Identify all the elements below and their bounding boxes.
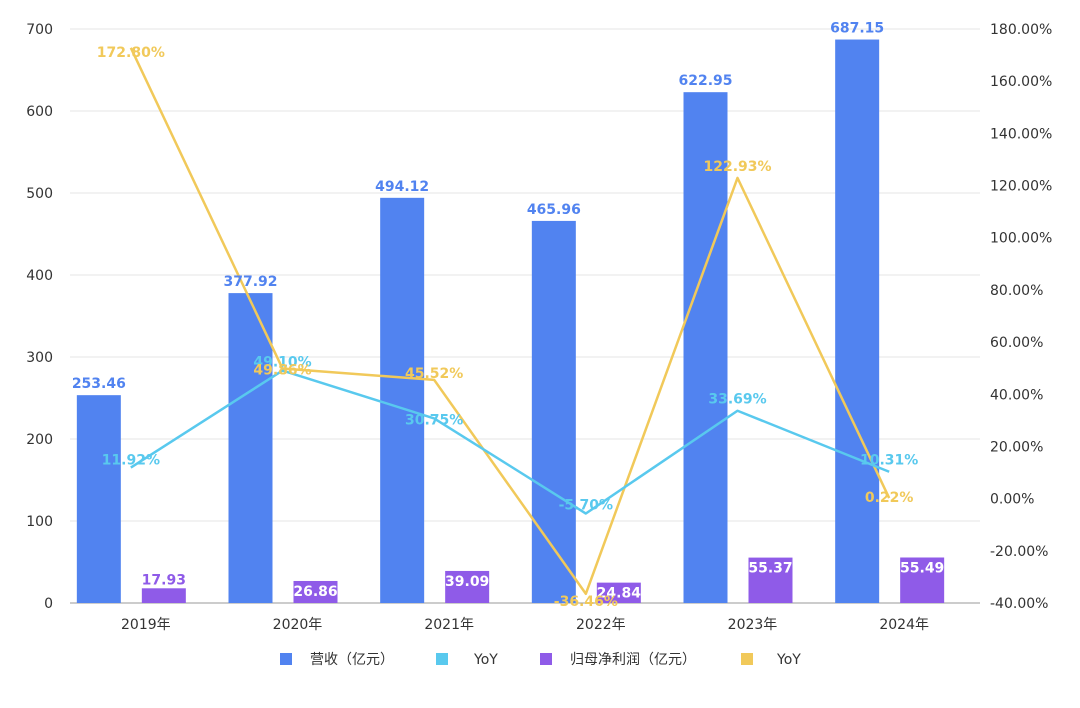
profit-yoy-label: 0.22% — [865, 490, 914, 506]
legend-label: 归母净利润（亿元） — [570, 651, 696, 668]
y-left-tick-label: 400 — [26, 268, 53, 284]
revenue-data-label: 622.95 — [678, 73, 732, 89]
y-left-tick-label: 700 — [26, 22, 53, 38]
y-right-tick-label: 0.00% — [990, 492, 1034, 508]
y-right-tick-label: -40.00% — [990, 596, 1048, 612]
revenue-yoy-label: -5.70% — [559, 498, 613, 514]
profit-yoy-line — [129, 47, 891, 596]
revenue-bar — [76, 395, 121, 603]
legend-swatch — [280, 653, 292, 665]
y-right-tick-label: 100.00% — [990, 231, 1052, 247]
profit-yoy-label: 172.80% — [97, 45, 165, 61]
y-right-tick-label: 180.00% — [990, 22, 1052, 38]
legend-swatch — [741, 653, 753, 665]
revenue-bar — [835, 39, 880, 604]
revenue-bar — [531, 220, 576, 604]
net-profit-bar — [900, 557, 945, 603]
y-right-tick-label: 80.00% — [990, 283, 1043, 299]
legend-label: 营收（亿元） — [310, 652, 394, 668]
x-tick-label: 2024年 — [879, 617, 929, 633]
x-tick-label: 2022年 — [576, 617, 626, 633]
y-right-tick-label: 160.00% — [990, 74, 1052, 90]
y-left-tick-label: 200 — [26, 432, 53, 448]
legend-swatch — [436, 653, 448, 665]
revenue-bar — [228, 293, 273, 603]
net-profit-bar — [141, 588, 186, 603]
revenue-yoy-label: 30.75% — [405, 412, 463, 428]
net-profit-data-label: 24.84 — [597, 586, 642, 602]
net-profit-bar — [293, 580, 338, 603]
y-left-tick-label: 0 — [44, 596, 53, 612]
x-tick-label: 2020年 — [273, 617, 323, 633]
revenue-yoy-label: 10.31% — [860, 453, 918, 469]
revenue-yoy-line — [130, 369, 890, 515]
revenue-data-label: 253.46 — [72, 376, 126, 392]
y-right-tick-label: 40.00% — [990, 387, 1043, 403]
revenue-yoy-label: 49.10% — [253, 355, 311, 371]
net-profit-data-label: 55.49 — [900, 560, 944, 576]
profit-yoy-label: 45.52% — [405, 366, 463, 382]
y-left-tick-label: 100 — [26, 514, 53, 530]
y-left-tick-label: 600 — [26, 104, 53, 120]
profit-yoy-label: 122.93% — [703, 159, 771, 175]
net-profit-bar — [596, 582, 641, 603]
profit-yoy-label: -36.46% — [554, 594, 618, 610]
x-tick-label: 2019年 — [121, 617, 171, 633]
net-profit-bar — [445, 570, 490, 603]
y-right-tick-label: 20.00% — [990, 439, 1043, 455]
revenue-yoy-label: 33.69% — [708, 392, 766, 408]
revenue-bar — [380, 197, 425, 603]
revenue-data-label: 494.12 — [375, 179, 429, 195]
y-right-tick-label: -20.00% — [990, 544, 1048, 560]
y-right-tick-label: 140.00% — [990, 126, 1052, 142]
y-right-tick-label: 120.00% — [990, 179, 1052, 195]
net-profit-data-label: 39.09 — [445, 574, 489, 590]
x-tick-label: 2023年 — [728, 617, 778, 633]
net-profit-data-label: 17.93 — [142, 572, 186, 588]
net-profit-bar — [748, 557, 793, 603]
revenue-yoy-label: 11.92% — [102, 453, 160, 469]
profit-yoy-label: 49.86% — [253, 363, 311, 379]
revenue-data-label: 465.96 — [527, 202, 581, 218]
x-tick-label: 2021年 — [424, 617, 474, 633]
legend-swatch — [540, 653, 552, 665]
revenue-data-label: 377.92 — [223, 274, 277, 290]
net-profit-data-label: 55.37 — [748, 561, 792, 577]
legend-label: YoY — [473, 652, 498, 668]
revenue-bar — [683, 92, 728, 603]
y-right-tick-label: 60.00% — [990, 335, 1043, 351]
revenue-data-label: 687.15 — [830, 21, 884, 37]
y-left-tick-label: 300 — [26, 350, 53, 366]
legend-label: YoY — [776, 652, 801, 668]
net-profit-data-label: 26.86 — [293, 584, 337, 600]
y-left-tick-label: 500 — [26, 186, 53, 202]
